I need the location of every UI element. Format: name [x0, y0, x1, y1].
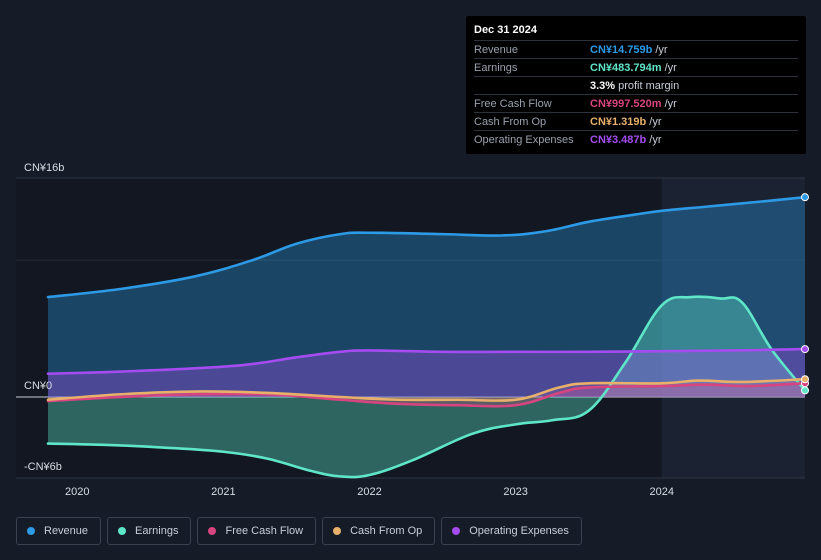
free-cash-flow-line: [46, 382, 807, 408]
tooltip-row-label: Free Cash Flow: [474, 97, 552, 110]
tooltip-row-label: Cash From Op: [474, 115, 547, 128]
x-tick-label: 2022: [357, 486, 381, 498]
cash-from-op-line: [46, 377, 807, 403]
earnings-area: [48, 296, 805, 478]
operating-expenses-endpoint: [801, 345, 809, 354]
legend-item-label: Revenue: [44, 525, 89, 537]
x-tick-label: 2023: [503, 486, 527, 498]
cash-from-op-area: [48, 379, 805, 401]
tooltip-row-free-cash-flow: Free Cash Flow CN¥997.520m/yr: [474, 94, 798, 112]
data-tooltip: Dec 31 2024 Revenue CN¥14.759b/yr Earnings…: [466, 16, 806, 154]
tooltip-row-value: CN¥14.759b: [590, 43, 653, 56]
tooltip-row-operating-expenses: Operating Expenses CN¥3.487b/yr: [474, 130, 798, 148]
x-axis-labels: 2020 2021 2022 2023 2024: [65, 486, 674, 498]
tooltip-rows: Revenue CN¥14.759b/yr Earnings CN¥483.794m /…: [474, 40, 798, 148]
tooltip-row-label: Earnings: [474, 61, 518, 74]
tooltip-row-unit: /yr: [655, 43, 668, 56]
tooltip-row-value: CN¥3.487b: [590, 133, 647, 146]
free-cash-flow-area: [48, 383, 805, 407]
x-tick-label: 2020: [65, 486, 89, 498]
legend-dot-icon: [118, 527, 127, 535]
legend-dot-icon: [452, 527, 461, 535]
tooltip-row-unit: /yr: [649, 133, 662, 146]
legend-item-label: Free Cash Flow: [225, 525, 304, 537]
y-tick-label: -CN¥6b: [24, 461, 62, 473]
tooltip-row-earnings: Earnings CN¥483.794m/yr: [474, 58, 798, 76]
tooltip-row-unit: /yr: [649, 115, 662, 128]
tooltip-row-label: Operating Expenses: [474, 133, 574, 146]
y-tick-label: CN¥16b: [24, 162, 64, 174]
highlight-period-shade: [661, 178, 805, 478]
legend-item-label: Cash From Op: [350, 525, 423, 537]
tooltip-row-revenue: Revenue CN¥14.759b/yr: [474, 40, 798, 58]
legend-dot-icon: [208, 527, 217, 535]
tooltip-row-profit-margin: 3.3% profit margin: [474, 76, 798, 94]
series-lines: [46, 195, 807, 479]
cash-from-op-endpoint: [801, 375, 809, 384]
tooltip-row-value: CN¥997.520m: [590, 97, 662, 110]
y-axis-labels: CN¥16b CN¥0 -CN¥6b: [24, 162, 64, 473]
legend-item-label: Earnings: [135, 525, 179, 537]
legend-item-label: Operating Expenses: [469, 525, 569, 537]
tooltip-row-value: CN¥483.794m: [590, 61, 662, 74]
series-areas: [48, 197, 805, 478]
legend-item-operating-expenses[interactable]: Operating Expenses: [441, 517, 582, 545]
legend-dot-icon: [333, 527, 342, 535]
revenue-line: [46, 195, 807, 299]
legend-dot-icon: [27, 527, 35, 535]
chart-legend: Revenue Earnings Free Cash Flow Cash From O…: [16, 517, 582, 545]
revenue-endpoint: [801, 193, 809, 202]
series-endpoints: [801, 193, 809, 395]
tooltip-row-label: Revenue: [474, 43, 519, 56]
y-tick-label: CN¥0: [24, 380, 52, 392]
grid-lines: [16, 177, 805, 479]
tooltip-row-value: CN¥1.319b: [590, 115, 647, 128]
operating-expenses-area: [48, 349, 805, 397]
tooltip-row-unit: profit margin: [618, 79, 680, 92]
past-period-shade: [16, 178, 662, 478]
tooltip-row-unit: /yr: [664, 97, 677, 110]
legend-item-free-cash-flow[interactable]: Free Cash Flow: [197, 517, 317, 545]
tooltip-date: Dec 31 2024: [474, 24, 537, 36]
earnings-endpoint: [801, 386, 809, 395]
x-tick-label: 2021: [211, 486, 235, 498]
operating-expenses-line: [46, 347, 807, 376]
earnings-line: [46, 295, 807, 479]
legend-item-earnings[interactable]: Earnings: [107, 517, 192, 545]
tooltip-row-unit: /yr: [664, 61, 677, 74]
revenue-area: [48, 197, 805, 397]
x-tick-label: 2024: [650, 486, 674, 498]
legend-item-revenue[interactable]: Revenue: [16, 517, 102, 545]
legend-item-cash-from-op[interactable]: Cash From Op: [322, 517, 436, 545]
tooltip-row-cash-from-op: Cash From Op CN¥1.319b/yr: [474, 112, 798, 130]
tooltip-row-value: 3.3%: [590, 79, 616, 92]
